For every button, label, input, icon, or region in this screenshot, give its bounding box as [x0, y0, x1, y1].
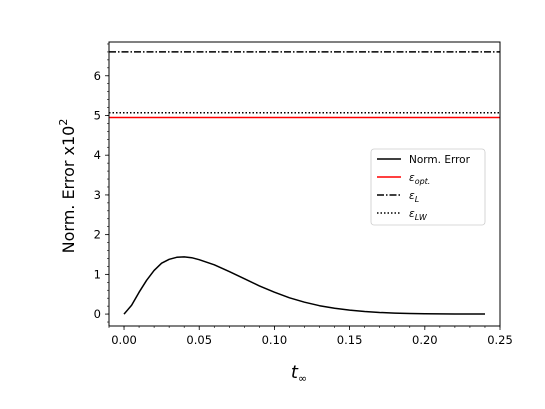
x-axis-title-main: t: [291, 362, 299, 383]
y-tick-label: 0: [94, 307, 101, 321]
y-axis-title-sup: 2: [57, 119, 70, 126]
y-tick-label: 4: [94, 148, 101, 162]
y-tick-label: 6: [94, 69, 101, 83]
legend-label-eps-l-main: ε: [409, 190, 415, 202]
legend-label-eps-lw-sub: LW: [415, 213, 428, 222]
legend-label-eps-opt-main: ε: [409, 172, 415, 184]
y-axis-title-main: Norm. Error x10: [59, 126, 78, 254]
x-tick-label: 0.05: [186, 333, 212, 347]
x-tick-label: 0.20: [412, 333, 438, 347]
x-tick-label: 0.25: [487, 333, 513, 347]
y-tick-label: 5: [94, 108, 101, 122]
legend-label-eps-lw: εLW: [409, 208, 428, 222]
series-line-0: [123, 256, 485, 315]
legend-label-eps-opt-sub: opt.: [415, 177, 431, 186]
y-axis-title: Norm. Error x102: [57, 119, 78, 254]
legend-label-norm-error: Norm. Error: [409, 154, 471, 166]
legend-label-eps-l-sub: L: [415, 195, 419, 204]
y-tick-label: 3: [94, 188, 101, 202]
legend: Norm. Error εopt. εL εLW: [370, 148, 486, 226]
x-tick-label: 0.15: [337, 333, 363, 347]
x-axis-title: t∞: [291, 362, 307, 385]
y-tick-label: 1: [94, 267, 101, 281]
x-axis-title-sub: ∞: [298, 372, 307, 385]
legend-label-eps-lw-main: ε: [409, 208, 415, 220]
plot-area: [109, 51, 500, 315]
x-tick-label: 0.00: [111, 333, 137, 347]
y-tick-label: 2: [94, 228, 101, 242]
axis-ticks: 0.00 0.05 0.10 0.15 0.20 0.25 0 1 2 3 4 5 6: [94, 43, 513, 347]
legend-box: [370, 148, 486, 226]
x-tick-label: 0.10: [262, 333, 288, 347]
legend-label-eps-l: εL: [409, 190, 419, 204]
legend-label-eps-opt: εopt.: [409, 172, 430, 186]
